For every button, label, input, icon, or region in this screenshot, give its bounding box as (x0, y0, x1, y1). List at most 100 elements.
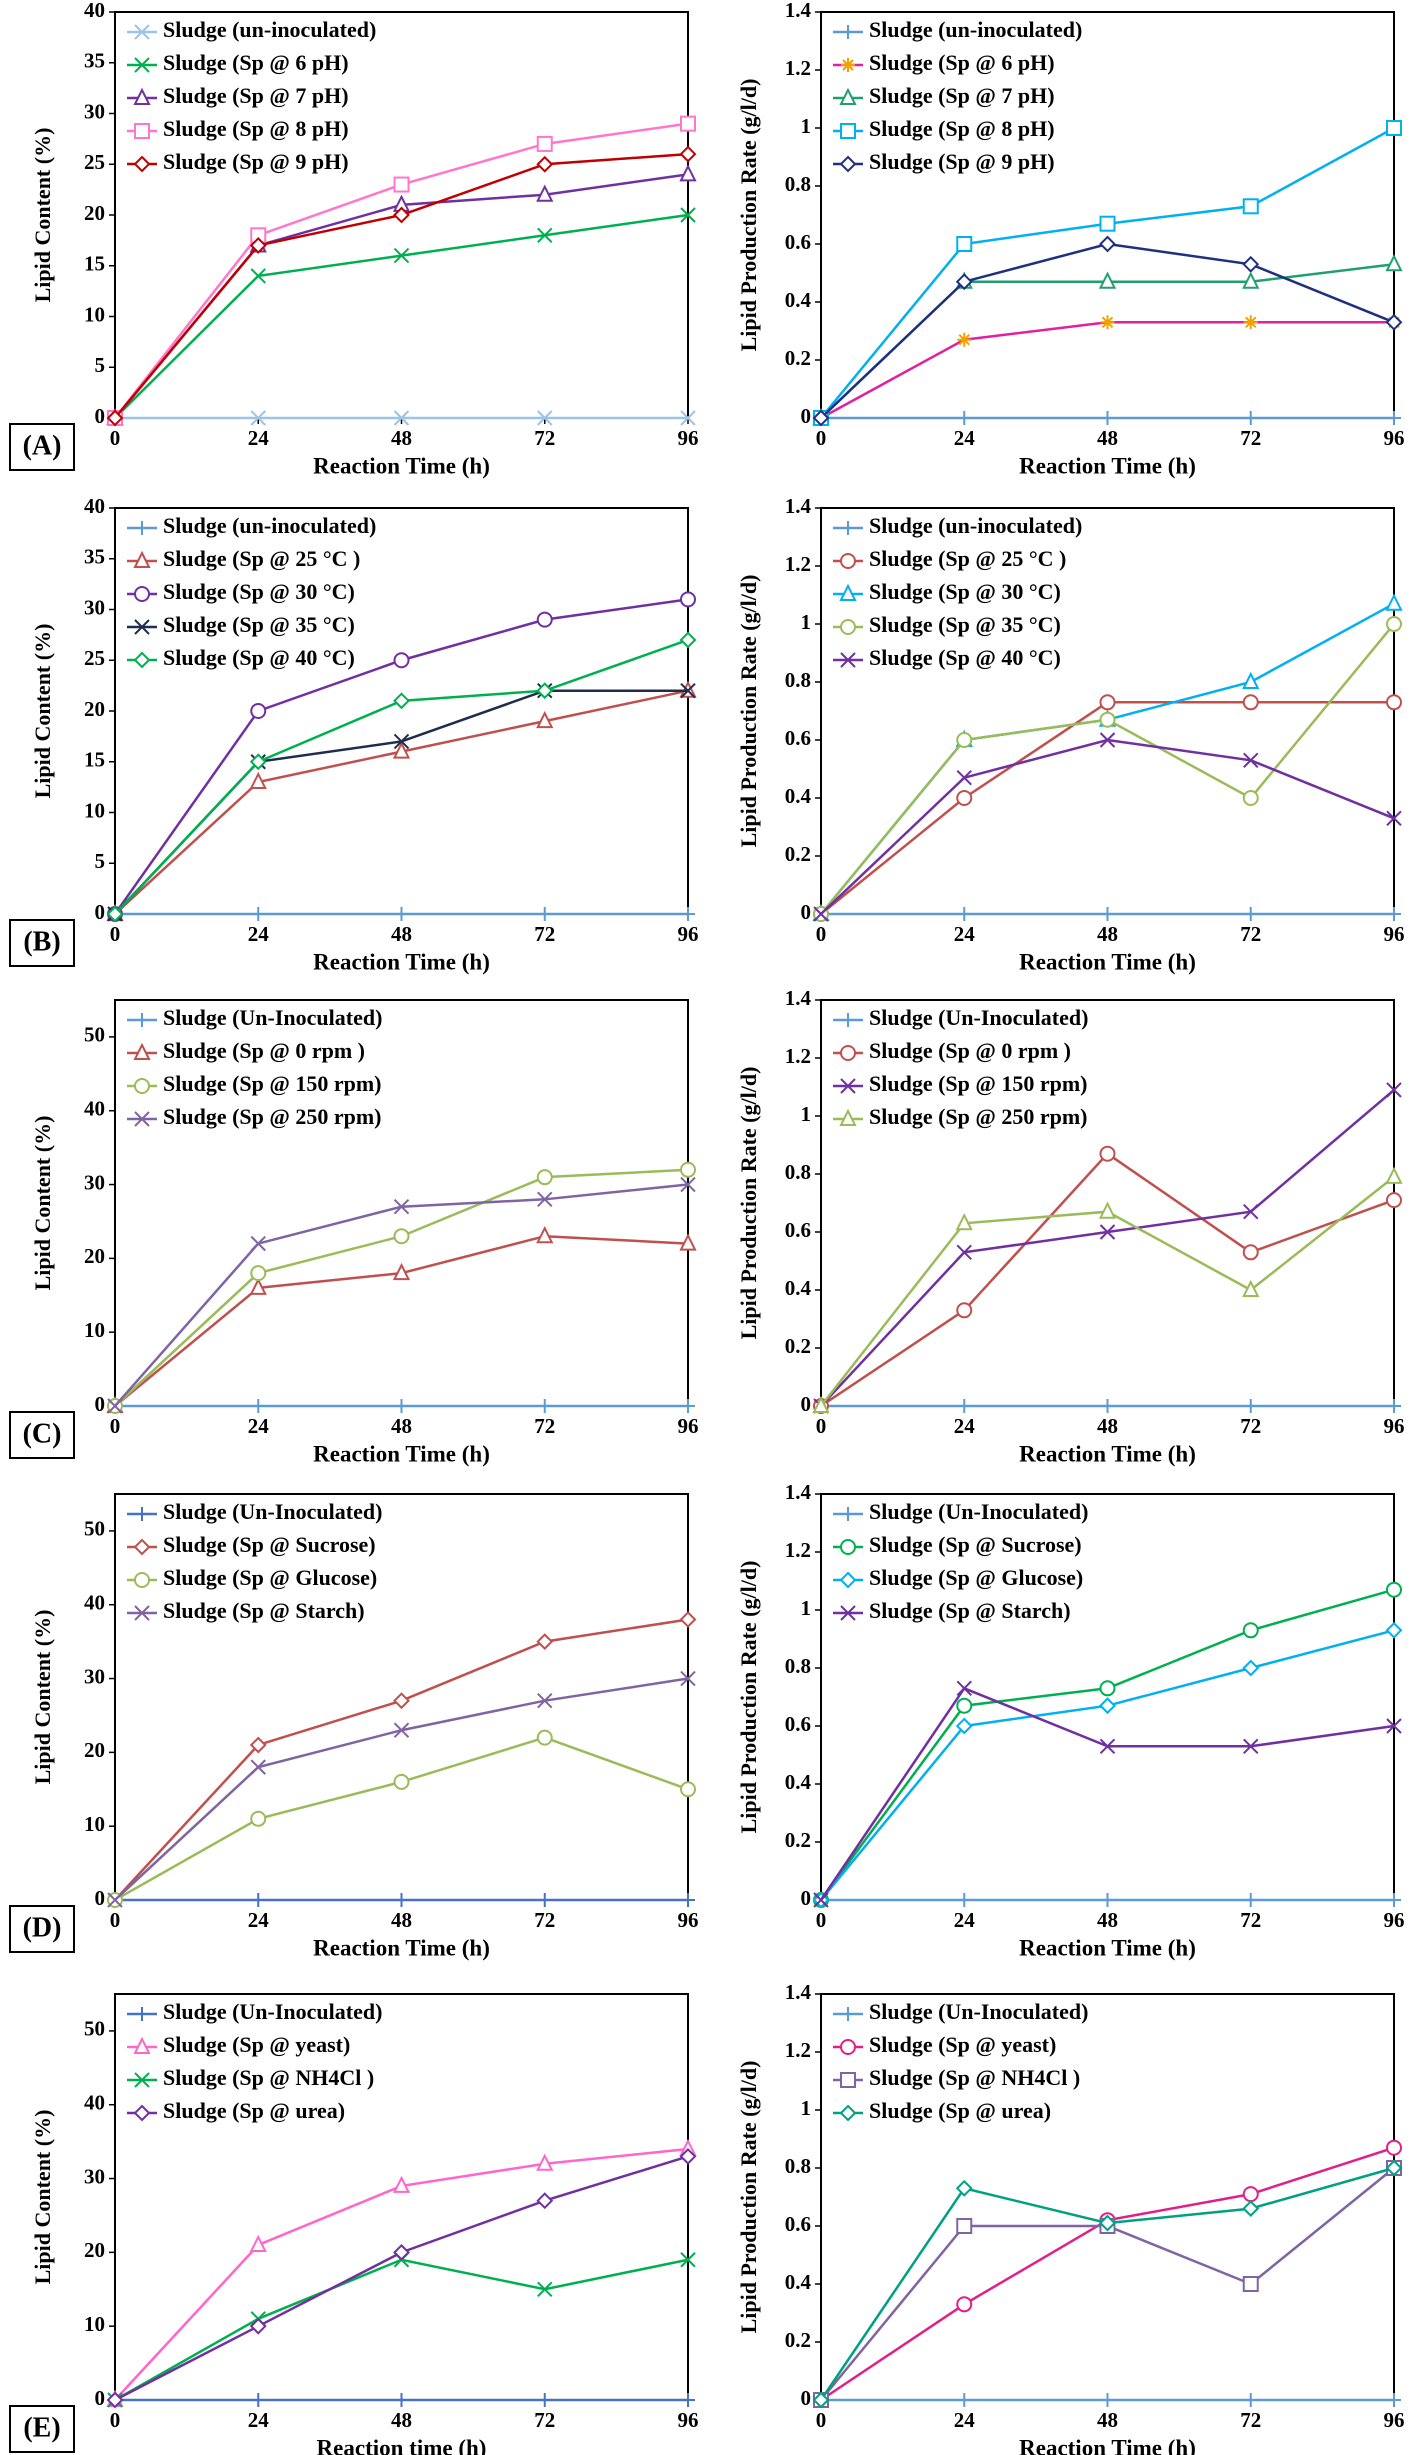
y-tick-label: 0.4 (785, 2270, 812, 2294)
marker (681, 907, 695, 921)
x-tick-label: 96 (678, 922, 699, 946)
legend-label: Sludge (Sp @ 9 pH) (163, 149, 349, 174)
marker (812, 1395, 830, 1413)
marker (812, 409, 830, 427)
marker (956, 236, 973, 252)
marker (537, 2281, 553, 2297)
y-tick-label: 30 (84, 595, 105, 619)
marker (955, 1717, 973, 1735)
legend-marker (135, 1013, 149, 1027)
x-tick-label: 96 (1384, 922, 1405, 946)
y-tick-label: 0.4 (785, 784, 812, 808)
legend-marker (839, 155, 857, 173)
y-tick-label: 40 (84, 2091, 105, 2115)
legend-marker (841, 25, 855, 39)
marker (249, 753, 267, 771)
x-tick-label: 24 (954, 2408, 976, 2432)
series-line (114, 1618, 689, 1901)
legend-marker (840, 619, 856, 635)
y-axis-label: Lipid Production Rate (g/l/d) (736, 2061, 761, 2334)
legend-marker (841, 58, 855, 72)
y-tick-label: 1.2 (785, 2038, 811, 2062)
marker (680, 591, 696, 608)
legend-label: Sludge (Sp @ 8 pH) (869, 116, 1055, 141)
panel-label-box (9, 1411, 75, 1459)
legend-label: Sludge (Sp @ Sucrose) (869, 1532, 1082, 1557)
series-line (114, 689, 689, 915)
marker (680, 410, 696, 426)
x-tick-label: 72 (1240, 1908, 1261, 1932)
marker (680, 115, 696, 132)
marker (394, 1893, 409, 1907)
y-tick-label: 10 (84, 1318, 105, 1342)
legend-label: Sludge (Sp @ NH4Cl ) (869, 2065, 1080, 2090)
y-tick-label: 35 (84, 545, 105, 569)
marker (251, 2393, 266, 2407)
legend-marker (134, 57, 150, 73)
y-tick-label: 0.2 (785, 2328, 811, 2352)
x-tick-label: 0 (816, 922, 827, 946)
y-tick-label: 0 (801, 2386, 812, 2410)
marker (251, 1893, 266, 1907)
x-axis-label: Reaction Time (h) (1019, 453, 1196, 478)
y-tick-label: 20 (84, 697, 105, 721)
x-tick-label: 24 (248, 2408, 270, 2432)
marker (536, 155, 554, 173)
legend-label: Sludge (Sp @ Glucose) (869, 1565, 1083, 1590)
legend-label: Sludge (un-inoculated) (163, 17, 376, 42)
marker (1099, 235, 1116, 253)
y-tick-label: 0.4 (785, 288, 812, 312)
marker (956, 2218, 973, 2234)
x-tick-label: 72 (534, 1908, 555, 1932)
marker (681, 1399, 695, 1413)
marker (1099, 732, 1116, 748)
legend-label: Sludge (Un-Inoculated) (163, 1005, 382, 1030)
y-tick-label: 0.6 (785, 2212, 811, 2236)
legend-label: Sludge (Sp @ 8 pH) (163, 116, 349, 141)
marker (956, 1697, 973, 1714)
marker (1099, 1697, 1116, 1715)
y-tick-label: 30 (84, 99, 105, 123)
y-tick-label: 0 (95, 404, 106, 428)
y-tick-label: 0 (801, 900, 812, 924)
marker (955, 273, 973, 291)
y-tick-label: 1.4 (785, 986, 812, 1010)
marker (813, 1892, 829, 1908)
legend-label: Sludge (Sp @ yeast) (163, 2032, 350, 2057)
x-tick-label: 96 (678, 426, 699, 450)
marker (536, 1169, 553, 1186)
y-tick-label: 10 (84, 798, 105, 822)
marker (536, 611, 553, 628)
y-tick-label: 1 (801, 1102, 812, 1126)
y-tick-label: 40 (84, 1591, 105, 1615)
marker (536, 682, 554, 700)
marker (249, 2234, 267, 2252)
y-tick-label: 0 (801, 1886, 812, 1910)
y-tick-label: 1.2 (785, 552, 811, 576)
marker (1098, 1201, 1117, 1219)
x-tick-label: 96 (678, 2408, 699, 2432)
marker (251, 1399, 266, 1413)
series-line (819, 1588, 1395, 1901)
y-tick-label: 40 (84, 0, 105, 22)
x-axis-label: Reaction time (h) (317, 2435, 487, 2455)
marker (1242, 1622, 1259, 1639)
series-line (820, 738, 1395, 915)
marker (680, 1781, 696, 1798)
marker (106, 905, 124, 923)
legend-label: Sludge (Sp @ urea) (869, 2098, 1051, 2123)
legend-marker (839, 1108, 857, 1126)
y-tick-label: 20 (84, 201, 105, 225)
marker (680, 1161, 696, 1178)
legend-label: Sludge (Sp @ 25 °C ) (869, 546, 1066, 571)
marker (249, 1277, 267, 1295)
legend-label: Sludge (Sp @ 35 °C) (869, 612, 1061, 637)
marker (536, 1729, 553, 1746)
x-tick-label: 48 (391, 922, 412, 946)
legend-label: Sludge (Sp @ Starch) (869, 1598, 1071, 1623)
y-axis-label: Lipid Content (%) (30, 1610, 55, 1785)
marker (956, 2296, 973, 2313)
legend-marker (133, 550, 151, 568)
series-line (820, 1629, 1395, 1901)
